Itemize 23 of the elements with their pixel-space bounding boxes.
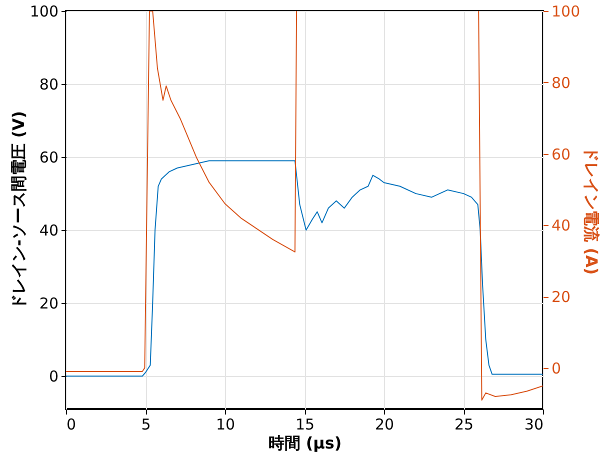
y2-tick-label: 100: [552, 2, 580, 20]
x-tick-label: 5: [141, 416, 151, 434]
x-tick-label: 20: [374, 416, 394, 434]
y2-tick-label: 60: [552, 145, 571, 164]
x-tick-label: 30: [524, 416, 544, 434]
y-axis-title: ドレイン-ソース間電圧 (V): [8, 110, 28, 310]
x-axis-title: 時間 (µs): [268, 434, 342, 452]
y2-tick-label: 80: [552, 74, 571, 92]
x-tick-label: 10: [216, 416, 236, 434]
y2-tick-label: 20: [552, 288, 571, 306]
y2-axis-title: ドレイン電流 (A): [582, 146, 602, 275]
y-tick-label: 100: [30, 2, 58, 20]
x-tick-label: 15: [295, 416, 315, 434]
y2-tick-label: 40: [552, 216, 571, 235]
y-tick-label: 60: [39, 148, 58, 167]
line-series: [66, 160, 543, 377]
x-tick-label: 0: [66, 416, 76, 434]
x-tick-label: 25: [454, 416, 474, 434]
y-tick-label: 80: [39, 76, 58, 94]
y-tick-label: 0: [48, 368, 58, 386]
y-tick-label: 40: [39, 222, 58, 240]
y2-tick-label: 0: [552, 359, 562, 378]
y-tick-label: 20: [39, 294, 58, 313]
